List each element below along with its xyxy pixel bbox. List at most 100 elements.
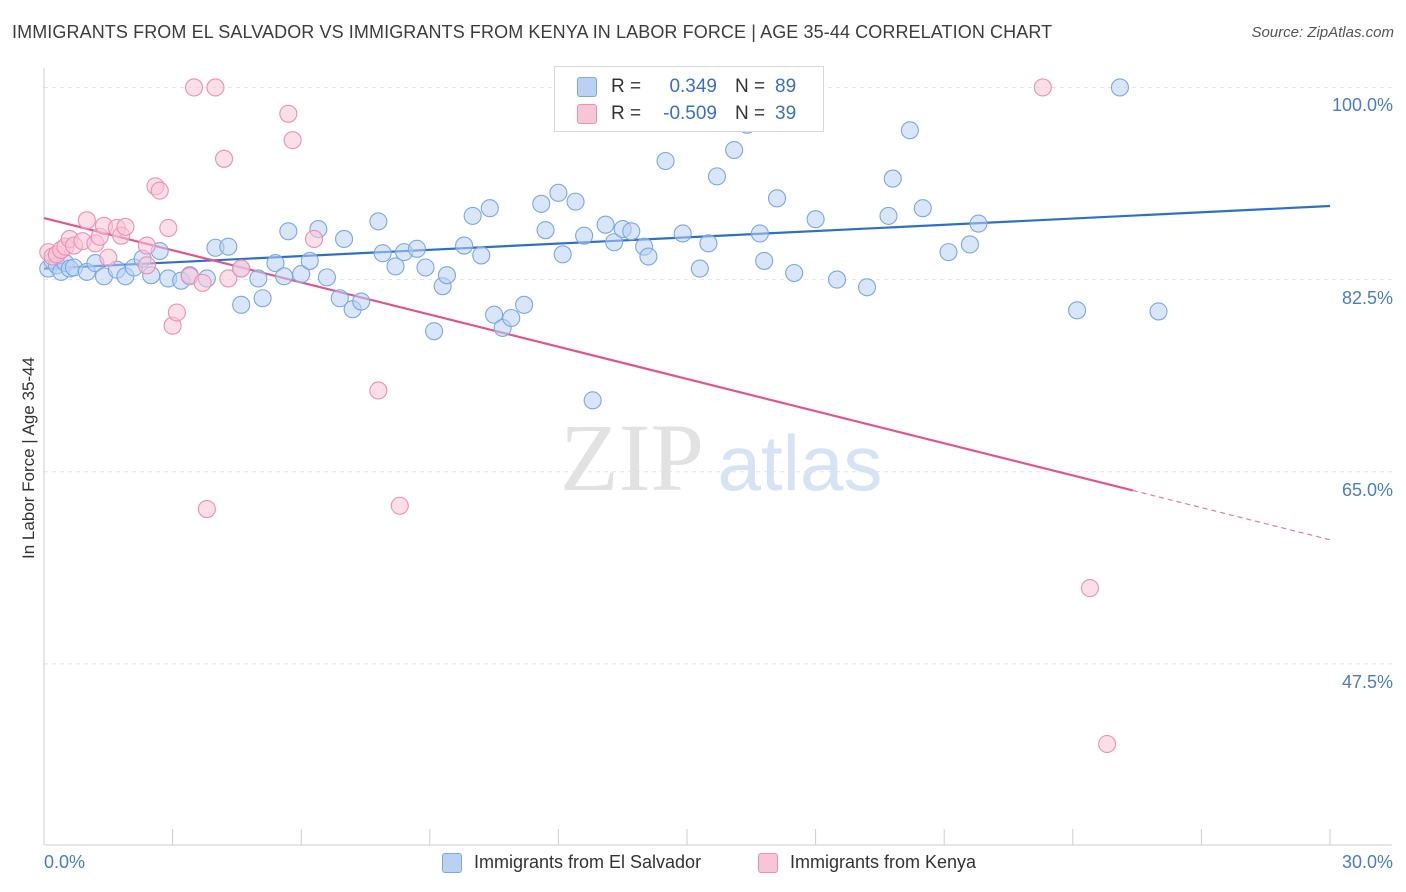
el-salvador-point	[437, 266, 456, 285]
kenya-point	[369, 381, 388, 400]
el-salvador-point	[699, 234, 718, 253]
kenya-point	[197, 499, 216, 519]
kenya-point	[150, 181, 169, 200]
n-label: N =	[735, 76, 766, 97]
el-salvador-point	[605, 233, 624, 252]
el-salvador-point	[232, 295, 251, 314]
el-salvador-point	[827, 270, 847, 289]
kenya-swatch	[577, 104, 597, 124]
el-salvador-point	[416, 258, 435, 277]
el-salvador-point	[536, 221, 555, 240]
el-salvador-point	[583, 391, 602, 410]
el-salvador-point	[219, 237, 238, 256]
el-salvador-point	[373, 244, 392, 263]
kenya-point	[1080, 579, 1099, 598]
el-salvador-point	[755, 251, 774, 270]
x-tick-label-max: 30.0%	[1341, 852, 1393, 872]
y-axis-label: In Labor Force | Age 35-44	[19, 357, 38, 559]
n-value: 39	[775, 103, 797, 124]
el-salvador-point	[857, 278, 877, 297]
el-salvador-point	[553, 245, 572, 264]
el-salvador-point	[502, 308, 521, 328]
correlation-legend: R = 0.349 N = 89 R = -0.509 N = 39	[554, 66, 824, 132]
y-tick-label: 65.0%	[1341, 479, 1393, 500]
el-salvador-point	[249, 269, 268, 288]
el-salvador-point	[455, 236, 474, 255]
kenya-point	[214, 149, 234, 168]
kenya-point	[1033, 78, 1052, 97]
kenya-point	[159, 218, 178, 238]
r-value: 0.349	[669, 76, 717, 97]
el-salvador-point	[485, 305, 504, 324]
el-salvador-point	[750, 224, 769, 243]
kenya-point	[305, 229, 324, 249]
el-salvador-point	[725, 140, 744, 160]
el-salvador-point	[1110, 78, 1130, 97]
el-salvador-point	[335, 229, 354, 249]
el-salvador-point	[806, 210, 825, 229]
kenya-point	[116, 217, 135, 236]
el-salvador-point	[785, 263, 804, 283]
kenya-point	[206, 78, 225, 97]
el-salvador-point	[767, 189, 787, 208]
el-salvador-point	[707, 167, 727, 186]
kenya-legend-label: Immigrants from Kenya	[790, 852, 977, 872]
el-salvador-point	[575, 226, 594, 245]
el-salvador-point	[622, 222, 641, 241]
el-salvador-point	[566, 192, 585, 211]
trend-line-extension-1	[1132, 489, 1331, 541]
kenya-point	[390, 496, 409, 515]
el-salvador-point	[532, 194, 551, 213]
n-value: 89	[775, 76, 797, 97]
el-salvador-point	[463, 206, 482, 225]
el-salvador-point	[673, 224, 692, 243]
r-label: R =	[611, 103, 642, 124]
kenya-point	[279, 104, 298, 123]
r-label: R =	[611, 76, 642, 97]
el-salvador-legend-swatch	[442, 852, 462, 873]
n-label: N =	[735, 103, 766, 124]
el-salvador-point	[275, 267, 294, 286]
el-salvador-point	[596, 215, 615, 234]
y-tick-label: 82.5%	[1341, 287, 1393, 308]
el-salvador-point	[939, 243, 958, 262]
kenya-point	[219, 269, 238, 288]
el-salvador-point	[879, 206, 898, 225]
el-salvador-point	[549, 183, 568, 202]
el-salvador-point	[480, 199, 499, 218]
chart-title: IMMIGRANTS FROM EL SALVADOR VS IMMIGRANT…	[12, 22, 1053, 42]
el-salvador-point	[883, 169, 902, 188]
el-salvador-point	[425, 322, 444, 341]
el-salvador-point	[330, 289, 349, 308]
el-salvador-point	[1149, 302, 1168, 321]
el-salvador-point	[1068, 301, 1087, 320]
el-salvador-point	[960, 235, 979, 254]
kenya-point	[99, 248, 118, 267]
kenya-point	[137, 236, 156, 255]
el-salvador-legend-label: Immigrants from El Salvador	[474, 852, 702, 872]
el-salvador-swatch	[577, 77, 597, 97]
kenya-point	[283, 131, 302, 150]
kenya-point	[232, 259, 251, 278]
el-salvador-point	[515, 295, 534, 314]
el-salvador-point	[300, 251, 319, 270]
el-salvador-point	[639, 247, 658, 266]
y-tick-label: 47.5%	[1341, 671, 1393, 692]
legend-row-el-salvador: R = 0.349 N = 89	[555, 74, 796, 100]
el-salvador-point	[386, 257, 405, 276]
el-salvador-point	[369, 212, 388, 231]
el-salvador-point	[472, 246, 491, 265]
watermark-atlas: atlas	[718, 419, 883, 507]
legend-item-kenya[interactable]: Immigrants from Kenya	[758, 852, 976, 873]
el-salvador-point	[690, 259, 709, 278]
kenya-point	[137, 256, 156, 275]
x-tick-label-min: 0.0%	[44, 852, 86, 872]
el-salvador-point	[900, 121, 919, 140]
kenya-point	[77, 211, 96, 230]
el-salvador-point	[969, 214, 988, 233]
r-value: -0.509	[663, 103, 717, 124]
data-points	[39, 78, 1168, 754]
legend-item-el-salvador[interactable]: Immigrants from El Salvador	[442, 852, 701, 873]
y-tick-label: 100.0%	[1331, 95, 1393, 116]
